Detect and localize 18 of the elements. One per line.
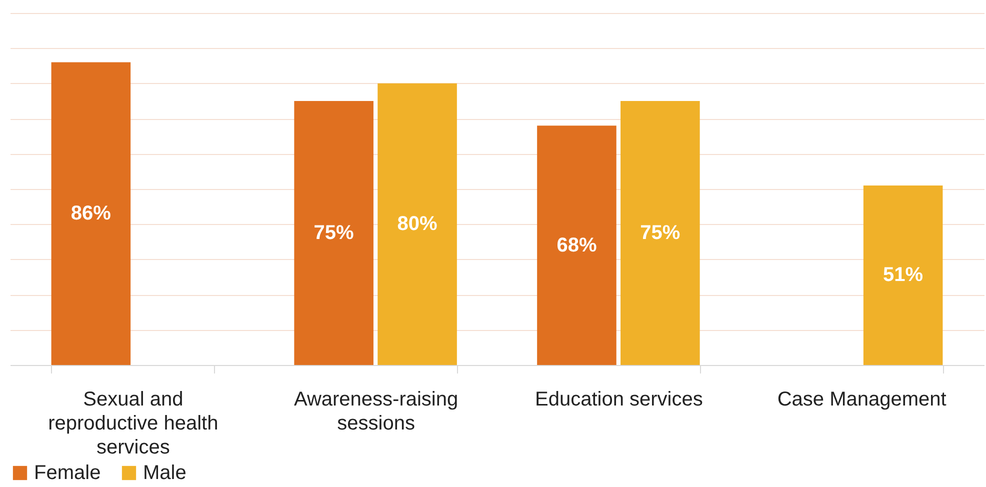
bar bbox=[537, 126, 616, 365]
legend-label: Male bbox=[143, 462, 186, 484]
data-label: 68% bbox=[556, 234, 597, 256]
x-tick-label: Awareness-raising sessions bbox=[294, 388, 458, 434]
bar bbox=[863, 185, 943, 365]
x-tick-label: Case Management bbox=[777, 388, 947, 410]
data-label: 75% bbox=[640, 222, 680, 244]
bar bbox=[51, 62, 131, 365]
x-tick-label: Sexual and reproductive health services bbox=[48, 388, 218, 458]
data-label: 51% bbox=[883, 264, 924, 286]
data-label: 86% bbox=[70, 202, 112, 225]
x-tick-label: Education services bbox=[535, 388, 703, 410]
data-label: 80% bbox=[397, 213, 438, 236]
data-label: 75% bbox=[314, 222, 354, 244]
bar bbox=[378, 83, 457, 365]
bar bbox=[620, 101, 700, 365]
bar bbox=[294, 101, 374, 365]
legend-label: Female bbox=[34, 462, 101, 484]
